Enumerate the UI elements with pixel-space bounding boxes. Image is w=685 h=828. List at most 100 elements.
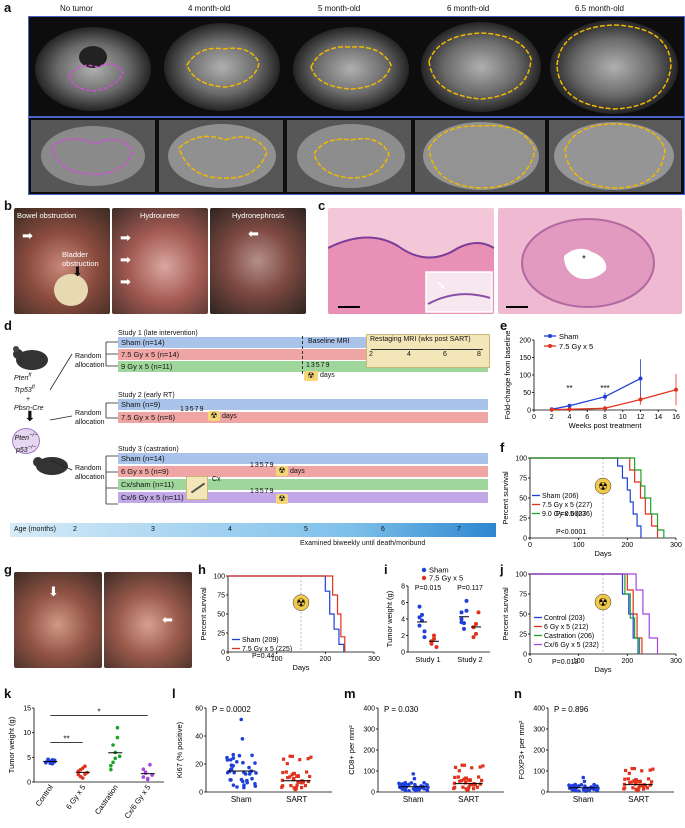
data-point: [584, 789, 588, 793]
y-axis-label: Tumor weight (g): [7, 716, 16, 773]
data-point: [471, 787, 476, 791]
column-title-5-month: 5 month-old: [318, 4, 361, 13]
y-tick-label: 10: [23, 730, 31, 737]
legend-label: Castration (206): [544, 633, 594, 640]
arrow-icon: ➡: [120, 274, 131, 289]
data-point: [150, 773, 154, 777]
random-allocation-1: Random allocation: [75, 353, 105, 369]
data-point: [228, 758, 233, 762]
data-point: [299, 781, 304, 785]
data-point: [281, 757, 286, 761]
annotation-hydroureter: Hydroureter: [140, 211, 180, 220]
data-point: [634, 778, 638, 782]
arrow-down-icon: ⬇: [48, 584, 59, 599]
restaging-tick-6: 6: [443, 351, 447, 358]
data-point: [289, 783, 293, 788]
radiation-icon: [594, 593, 612, 611]
data-point: [417, 623, 422, 628]
mri-coronal-no-tumor: [31, 120, 155, 192]
x-tick-label: 200: [621, 542, 633, 549]
category-label: SART: [628, 795, 649, 804]
category-label: SART: [286, 795, 307, 804]
y-tick-label: 60: [195, 706, 203, 713]
data-point: [420, 612, 424, 617]
panel-label-a: a: [4, 0, 12, 15]
legend-marker: [548, 334, 552, 338]
legend-label: 7.5 Gy x 5 (225): [242, 646, 292, 653]
study3-arm-sham: Sham (n=14): [118, 453, 488, 464]
restaging-label: Restaging MRI (wks post SART): [370, 336, 471, 343]
data-point: [253, 781, 257, 786]
study1-arm-sham: Sham (n=14): [118, 337, 488, 348]
data-point: [308, 774, 312, 779]
data-point: [298, 758, 302, 762]
data-point: [453, 785, 457, 789]
y-tick-label: 100: [515, 456, 527, 463]
chart-j: 0 25 50 75 100 0 100 200 300 Days Percent survival…: [501, 572, 682, 675]
mri-axial-6-month: [421, 22, 541, 112]
y-tick-label: 300: [533, 727, 545, 734]
panel-label-m: m: [344, 686, 356, 701]
study1-days-label: days: [320, 372, 335, 379]
data-point: [462, 626, 466, 631]
data-point: [638, 376, 643, 381]
data-point: [466, 787, 470, 791]
y-axis-label: Ki67 (% positive): [175, 721, 184, 778]
study2-arm-sham: Sham (n=9): [118, 399, 488, 410]
data-point: [281, 770, 285, 775]
legend-label: 7.5 Gy x 5: [429, 574, 463, 583]
data-point: [475, 785, 480, 789]
panel-label-g: g: [4, 562, 12, 577]
category-label: Cx/6 Gy x 5: [123, 783, 153, 820]
histology-drawing-2: [506, 218, 655, 308]
data-point: [633, 782, 638, 786]
study2-days: 13579: [180, 406, 205, 413]
data-point: [478, 765, 482, 769]
baseline-line: [302, 336, 304, 374]
y-tick-label: 0: [523, 536, 527, 543]
data-point: [471, 783, 476, 787]
x-tick-label: 0: [528, 542, 532, 549]
p-value-label: P = 0.896: [554, 705, 589, 714]
data-point: [111, 743, 115, 747]
data-point: [281, 784, 285, 788]
legend-label: Cx/6 Gy x 5 (232): [544, 642, 599, 649]
data-point: [592, 782, 596, 787]
category-label: Sham: [403, 795, 424, 804]
data-point: [115, 735, 120, 740]
restaging-tick-2: 2: [369, 351, 373, 358]
data-point: [582, 779, 587, 784]
study3-days-2: 13579: [250, 488, 275, 495]
data-point: [225, 770, 230, 775]
study2-arm-7-5gy: 7.5 Gy x 5 (n=6): [118, 412, 488, 423]
data-point: [471, 635, 476, 640]
data-point: [280, 778, 284, 782]
data-point: [232, 770, 237, 775]
y-tick-label: 25: [217, 631, 225, 638]
mri-axial-images: [35, 20, 678, 114]
data-point: [464, 598, 469, 603]
row-label-coronal: Coronal: [20, 138, 30, 167]
study3-days: 13579: [250, 462, 275, 469]
data-point: [240, 779, 245, 784]
photo-bowel-obstruction: Bowel obstruction Bladder obstruction ➡ …: [14, 208, 110, 314]
y-tick-label: 150: [519, 355, 531, 362]
data-point: [294, 786, 298, 790]
category-label: Castration: [93, 783, 120, 816]
data-point: [478, 782, 482, 786]
baseline-mri-label: Baseline MRI: [308, 338, 350, 345]
x-tick-label: 6: [585, 414, 589, 421]
annotation-bladder-obstruction: Bladder obstruction: [62, 250, 99, 268]
chart-k: 0 5 10 15 Tumor weight (g) Control 6 Gy x 5 Cas…: [7, 706, 164, 820]
data-point: [284, 770, 288, 774]
legend-label: 7.5 Gy x 5: [559, 342, 593, 351]
data-point: [250, 753, 254, 758]
y-tick-label: 0: [221, 650, 225, 657]
restaging-tick-4: 4: [407, 351, 411, 358]
y-tick-label: 50: [523, 390, 531, 397]
data-point: [549, 407, 554, 412]
data-point: [109, 763, 113, 768]
data-point: [237, 753, 242, 758]
radiation-icon: [594, 477, 612, 495]
y-tick-label: 0: [371, 790, 375, 797]
